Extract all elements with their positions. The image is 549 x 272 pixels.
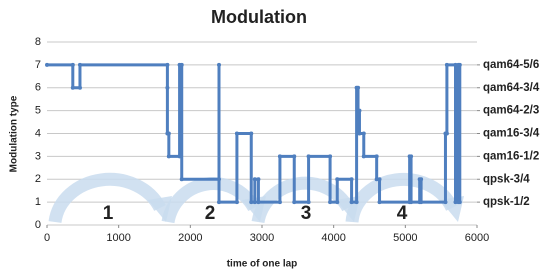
y-tick-label: 4 xyxy=(35,127,41,139)
point xyxy=(78,86,82,90)
y-tick-label: 1 xyxy=(35,196,41,208)
point xyxy=(357,132,361,136)
y-axis-label: Modulation type xyxy=(9,95,20,172)
x-axis-label: time of one lap xyxy=(227,259,298,270)
point xyxy=(350,177,354,181)
point xyxy=(419,200,423,204)
y-tick-label: 7 xyxy=(35,59,41,71)
point xyxy=(167,154,171,158)
point xyxy=(443,200,447,204)
chart: Modulation time of one lap Modulation ty… xyxy=(0,0,549,272)
point xyxy=(178,154,182,158)
point xyxy=(357,109,361,113)
point xyxy=(167,132,171,136)
point xyxy=(217,200,221,204)
annotation: 4 xyxy=(397,203,408,224)
x-tick-label: 3000 xyxy=(250,232,274,244)
point xyxy=(307,154,311,158)
x-tick-label: 1000 xyxy=(106,232,130,244)
point xyxy=(335,177,339,181)
y2-tick-label: qam64-2/3 xyxy=(483,105,539,117)
point xyxy=(180,177,184,181)
point xyxy=(165,63,169,67)
point xyxy=(217,63,221,67)
y2-tick-label: qam64-3/4 xyxy=(483,82,540,94)
y-tick-label: 0 xyxy=(35,219,41,231)
point xyxy=(217,177,221,181)
point xyxy=(235,132,239,136)
point xyxy=(328,154,332,158)
y-tick-label: 8 xyxy=(35,36,41,48)
point xyxy=(409,200,413,204)
point xyxy=(362,132,366,136)
point xyxy=(253,200,257,204)
point xyxy=(355,200,359,204)
point xyxy=(71,86,75,90)
point xyxy=(458,63,462,67)
point xyxy=(356,86,360,90)
point xyxy=(378,200,382,204)
point xyxy=(278,154,282,158)
annotation: 2 xyxy=(205,203,216,224)
point xyxy=(256,177,260,181)
chart-title: Modulation xyxy=(211,7,307,27)
point xyxy=(249,200,253,204)
y-tick-label: 3 xyxy=(35,150,41,162)
x-tick-label: 0 xyxy=(44,232,50,244)
annotation: 3 xyxy=(301,203,312,224)
y-tick-label: 6 xyxy=(35,82,41,94)
point xyxy=(165,86,169,90)
y2-tick-label: qpsk-3/4 xyxy=(483,173,530,185)
x-tick-label: 4000 xyxy=(321,232,345,244)
x-tick-label: 2000 xyxy=(178,232,202,244)
x-tick-label: 5000 xyxy=(393,232,417,244)
point xyxy=(375,154,379,158)
point xyxy=(409,154,413,158)
point xyxy=(458,200,462,204)
y-tick-label: 5 xyxy=(35,105,41,117)
point xyxy=(445,132,449,136)
y2-tick-label: qam16-1/2 xyxy=(483,150,539,162)
point xyxy=(256,200,260,204)
point xyxy=(292,200,296,204)
point xyxy=(445,63,449,67)
point xyxy=(328,200,332,204)
y2-tick-label: qam16-3/4 xyxy=(483,128,540,140)
annotation: 1 xyxy=(103,203,114,224)
point xyxy=(335,200,339,204)
point xyxy=(253,177,257,181)
y-tick-label: 2 xyxy=(35,173,41,185)
x-tick-label: 6000 xyxy=(465,232,489,244)
point xyxy=(249,132,253,136)
point xyxy=(292,154,296,158)
point xyxy=(419,177,423,181)
point xyxy=(378,177,382,181)
point xyxy=(180,63,184,67)
point xyxy=(71,63,75,67)
y2-tick-label: qpsk-1/2 xyxy=(483,196,530,208)
point xyxy=(278,200,282,204)
point xyxy=(235,200,239,204)
point xyxy=(45,63,49,67)
y2-tick-label: qam64-5/6 xyxy=(483,59,539,71)
point xyxy=(362,154,366,158)
point xyxy=(78,63,82,67)
point xyxy=(350,200,354,204)
